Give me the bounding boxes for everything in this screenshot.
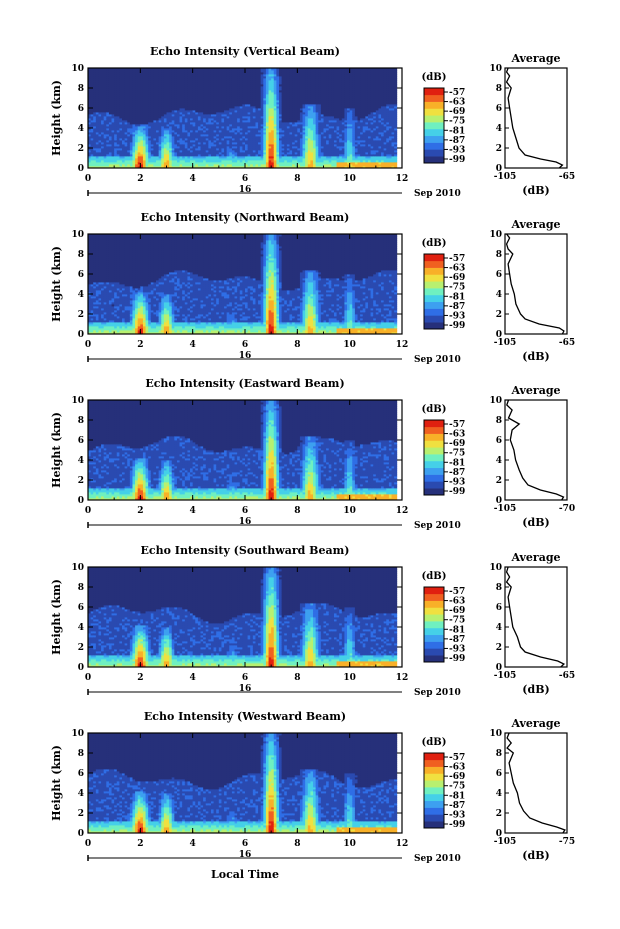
heatmap-cells (88, 68, 397, 168)
echo-intensity-figure: Echo Intensity (Vertical Beam)0 2 4 6 8 10 120… (0, 0, 620, 929)
panels-group: Echo Intensity (Vertical Beam)0 2 4 6 8 10 120… (50, 45, 575, 864)
panel-1: Echo Intensity (Vertical Beam)0 2 4 6 8 10 120… (50, 45, 575, 199)
panel-title: Echo Intensity (Vertical Beam) (150, 45, 340, 58)
